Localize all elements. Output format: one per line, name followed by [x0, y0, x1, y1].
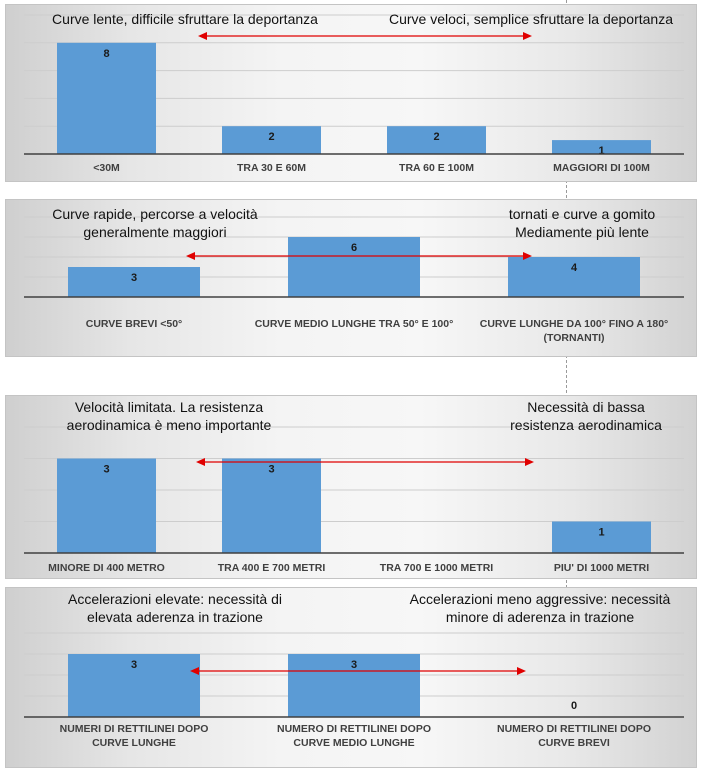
category-tick-label: CURVE BREVI	[538, 737, 610, 749]
arrow-head-right-icon	[525, 458, 534, 466]
chart-panel-corner-radius: 8 <30M 2 TRA 30 E 60M 2 TRA 60 E 100M 1 MAGGIOR…	[5, 4, 697, 182]
arrow-head-left-icon	[198, 32, 207, 40]
dashed-center-guide	[566, 0, 567, 768]
category-tick-label: TRA 30 E 60M	[237, 162, 306, 174]
bar-value-label: 2	[268, 131, 274, 143]
annotation-high-acceleration: Accelerazioni elevate: necessità di eleva…	[67, 591, 282, 625]
category-tick-label: TRA 400 E 700 METRI	[218, 562, 326, 574]
bar-value-label: 4	[571, 262, 578, 274]
bar-value-label: 8	[103, 48, 109, 60]
bar	[222, 458, 321, 553]
annotation-slow-corners: Curve lente, difficile sfruttare la depo…	[52, 11, 318, 27]
category-tick-label: <30M	[93, 162, 120, 174]
category-tick-label: CURVE MEDIO LUNGHE TRA 50° E 100°	[255, 318, 454, 330]
chart-straight-length: 3 MINORE DI 400 METRO 3 TRA 400 E 700 METRI…	[24, 426, 684, 574]
bar-value-label: 3	[103, 464, 109, 476]
bar	[387, 126, 486, 154]
bar-value-label: 1	[598, 145, 604, 157]
category-tick-label: CURVE MEDIO LUNGHE	[293, 737, 414, 749]
category-tick-label: NUMERO DI RETTILINEI DOPO	[497, 723, 651, 735]
chart-panel-corner-angle: 3 CURVE BREVI <50° 6 CURVE MEDIO LUNGHE TRA…	[5, 199, 697, 357]
category-tick-label: NUMERO DI RETTILINEI DOPO	[277, 723, 431, 735]
annotation-hairpins: tornati e curve a gomito Mediamente più l…	[508, 206, 656, 240]
category-tick-label: MINORE DI 400 METRO	[48, 562, 165, 574]
bar	[552, 140, 651, 154]
bar	[288, 654, 420, 717]
bar	[68, 267, 200, 297]
bar	[68, 654, 200, 717]
bar	[508, 257, 640, 297]
annotation-limited-speed: Velocità limitata. La resistenza aerodina…	[66, 399, 272, 433]
annotation-low-drag: Necessità di bassa resistenza aerodinamic…	[510, 399, 662, 433]
category-tick-label: MAGGIORI DI 100M	[553, 162, 650, 174]
category-tick-label: PIU' DI 1000 METRI	[554, 562, 649, 574]
category-tick-label: (TORNANTI)	[543, 332, 604, 344]
bar	[57, 458, 156, 553]
chart-panel-straights-after-corners: 3 NUMERI DI RETTILINEI DOPO CURVE LUNGHE 3 N…	[5, 587, 697, 768]
category-tick-label: CURVE LUNGHE	[92, 737, 176, 749]
bar-value-label: 0	[571, 700, 577, 712]
annotation-less-aggressive-acceleration: Accelerazioni meno aggressive: necessità…	[409, 591, 671, 625]
category-tick-label: CURVE BREVI <50°	[86, 318, 183, 330]
bar	[288, 237, 420, 297]
bar-value-label: 6	[351, 242, 357, 254]
bar	[222, 126, 321, 154]
category-tick-label: NUMERI DI RETTILINEI DOPO	[60, 723, 209, 735]
bar-value-label: 1	[598, 527, 604, 539]
bar-value-label: 3	[131, 659, 137, 671]
arrow-head-right-icon	[523, 32, 532, 40]
arrow-head-left-icon	[190, 667, 199, 675]
arrow-head-right-icon	[523, 252, 532, 260]
arrow-head-right-icon	[517, 667, 526, 675]
chart-corner-angle: 3 CURVE BREVI <50° 6 CURVE MEDIO LUNGHE TRA…	[24, 216, 684, 344]
bar	[552, 521, 651, 553]
bar	[57, 42, 156, 154]
arrow-head-left-icon	[186, 252, 195, 260]
chart-straights-after-corners: 3 NUMERI DI RETTILINEI DOPO CURVE LUNGHE 3 N…	[24, 632, 684, 749]
bar-value-label: 3	[268, 464, 274, 476]
annotation-quick-corners: Curve rapide, percorse a velocità general…	[52, 206, 258, 240]
arrow-head-left-icon	[196, 458, 205, 466]
annotation-fast-corners: Curve veloci, semplice sfruttare la depo…	[388, 11, 674, 27]
bar-value-label: 3	[351, 659, 357, 671]
chart-corner-radius: 8 <30M 2 TRA 30 E 60M 2 TRA 60 E 100M 1 MAGGIOR…	[24, 14, 684, 174]
category-tick-label: TRA 60 E 100M	[399, 162, 474, 174]
bar-value-label: 2	[433, 131, 439, 143]
bar-value-label: 3	[131, 272, 137, 284]
chart-panel-straight-length: 3 MINORE DI 400 METRO 3 TRA 400 E 700 METRI…	[5, 395, 697, 579]
category-tick-label: CURVE LUNGHE DA 100° FINO A 180°	[480, 318, 669, 330]
category-tick-label: TRA 700 E 1000 METRI	[380, 562, 493, 574]
